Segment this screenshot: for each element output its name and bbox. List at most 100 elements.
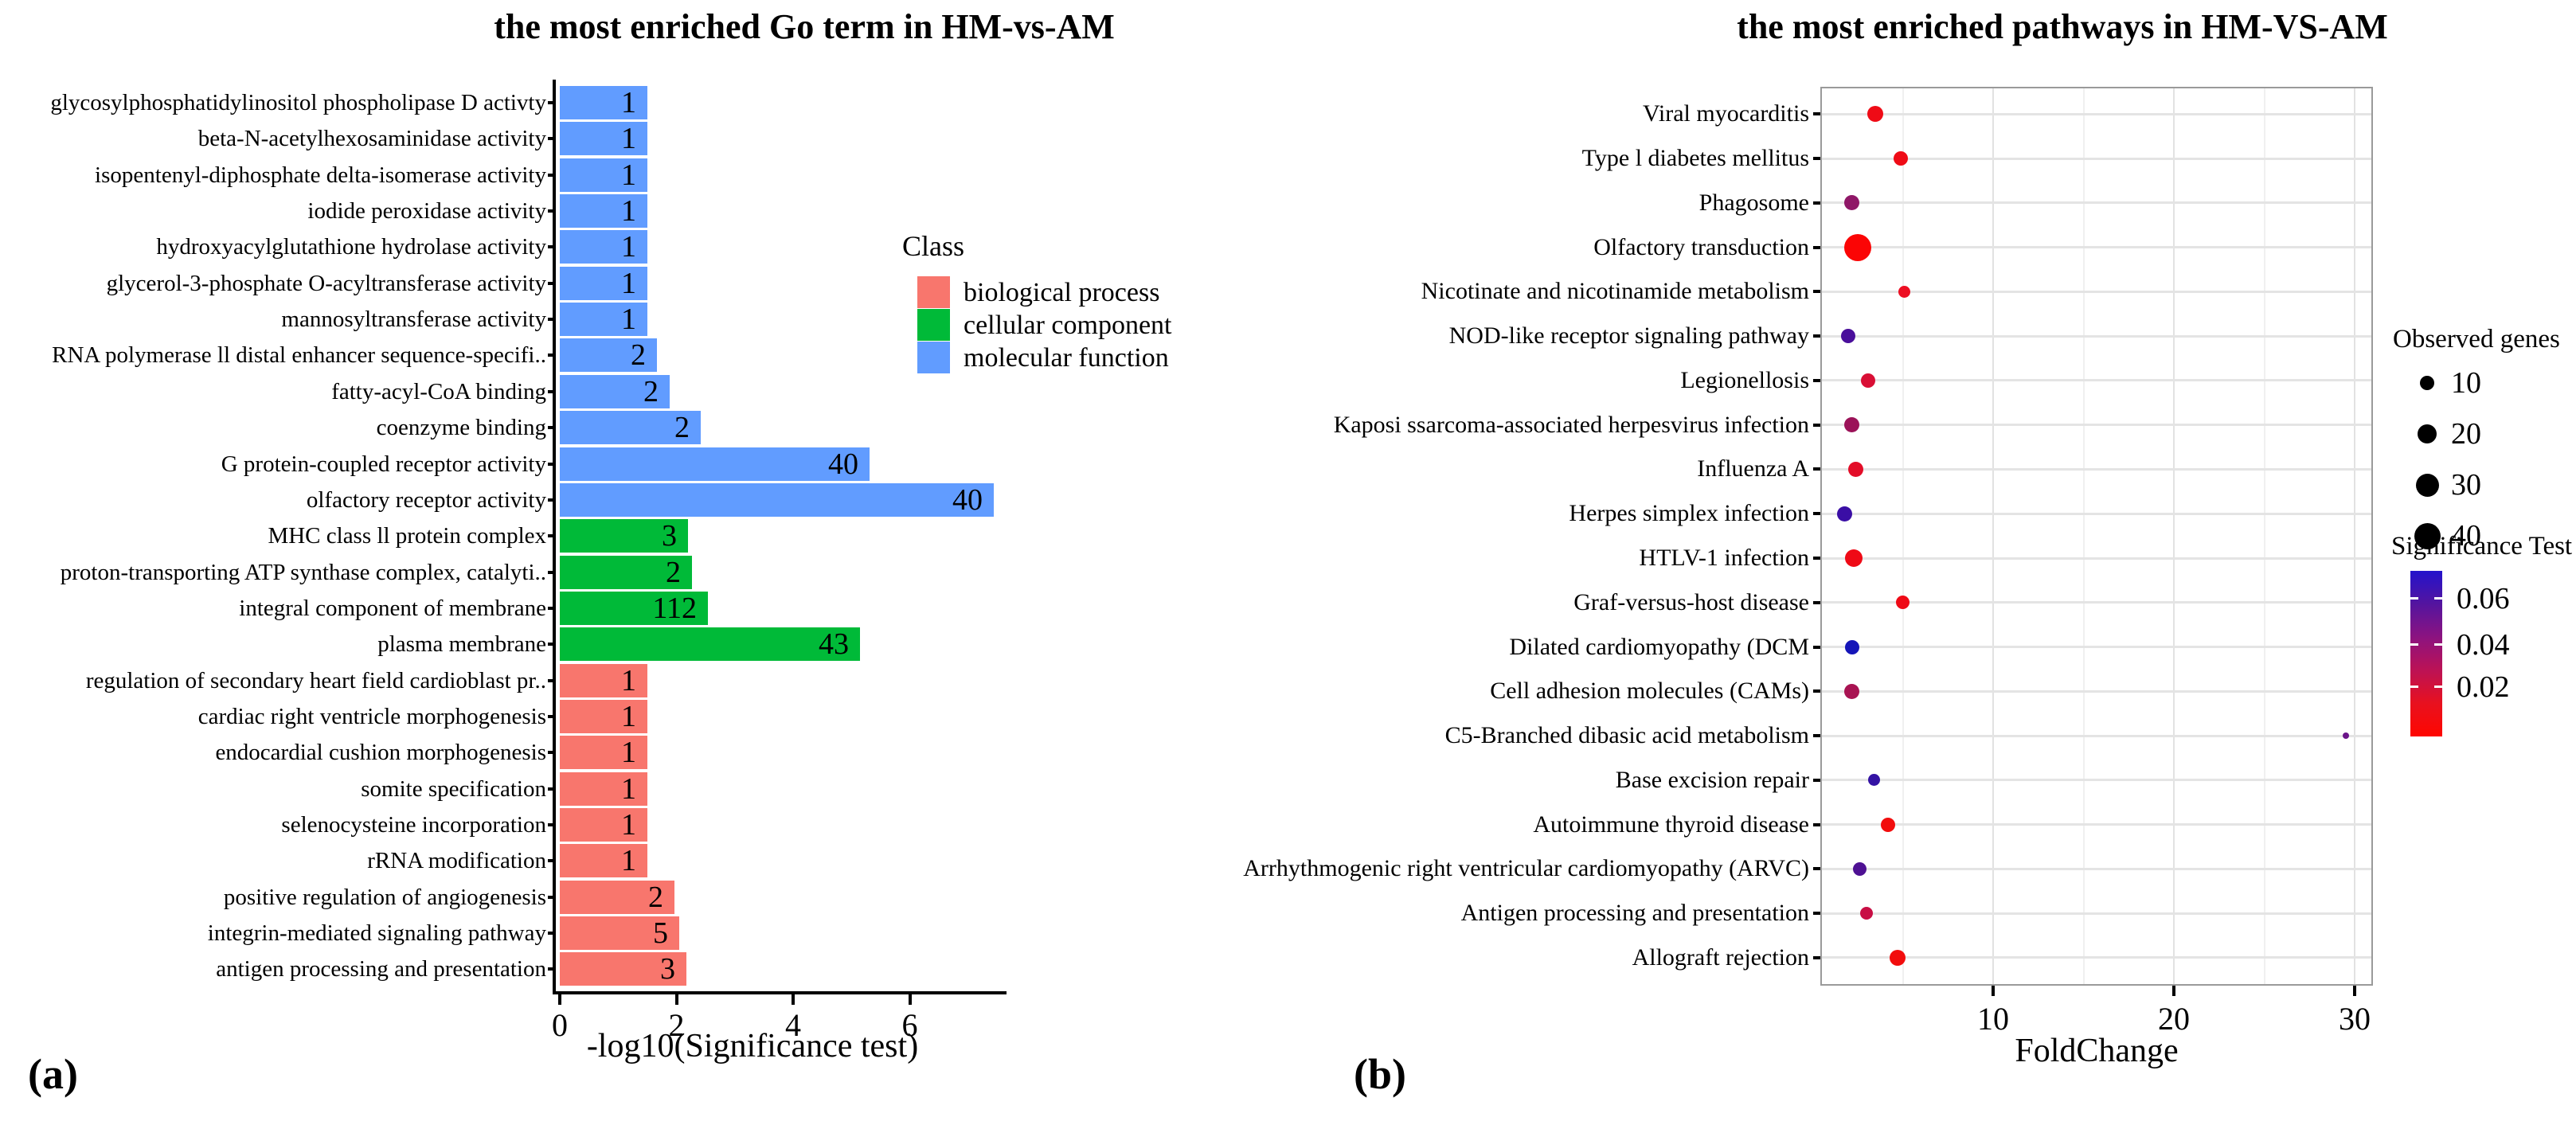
pathway-dot [1894, 151, 1908, 166]
y-tick [548, 932, 555, 936]
row-gridline [1822, 512, 2371, 515]
x-tick [792, 994, 795, 1005]
bar [560, 916, 679, 951]
y-tick [1813, 867, 1820, 871]
size-legend-dot [2418, 424, 2437, 443]
y-tick [548, 823, 555, 826]
y-tick [548, 389, 555, 393]
go-term-label: cardiac right ventricle morphogenesis [197, 703, 546, 729]
row-gridline [1822, 290, 2371, 293]
bar [560, 699, 647, 733]
row-gridline [1822, 646, 2371, 649]
bar [560, 374, 670, 408]
colorbar-tick-label: 0.06 [2457, 581, 2510, 615]
go-term-label: coenzyme binding [376, 415, 546, 441]
legend-item-label: cellular component [964, 311, 1172, 340]
pathway-dot [1881, 818, 1895, 832]
pathway-dot [1868, 774, 1880, 786]
bar-count-label: 1 [621, 303, 636, 337]
pathway-label: Graf-versus-host disease [1573, 588, 1809, 615]
x-tick-label: 20 [2158, 1001, 2190, 1037]
pathway-dot [1860, 907, 1873, 920]
bar-count-label: 1 [621, 808, 636, 842]
row-gridline [1822, 334, 2371, 338]
go-term-label: antigen processing and presentation [216, 956, 546, 982]
bar [560, 736, 647, 770]
go-term-label: proton-transporting ATP synthase complex… [60, 559, 546, 585]
pathway-dot [1853, 862, 1867, 876]
y-tick [1813, 955, 1820, 959]
pathway-dot [1898, 286, 1910, 298]
bar-count-label: 40 [952, 482, 983, 517]
colorbar-tick-label: 0.02 [2457, 670, 2510, 705]
bar [560, 844, 647, 878]
y-tick [1813, 290, 1820, 294]
pathway-dot [2343, 732, 2349, 739]
y-tick [548, 101, 555, 104]
legend-swatch [917, 309, 950, 341]
major-gridline [1992, 88, 1994, 984]
bar [560, 158, 647, 192]
row-gridline [1822, 467, 2371, 471]
y-tick [548, 751, 555, 755]
x-tick-label: 4 [785, 1007, 801, 1043]
pathway-dot [1896, 596, 1910, 609]
x-tick [2172, 986, 2175, 996]
chart-b-title: the most enriched pathways in HM-VS-AM [1737, 7, 2388, 46]
y-tick [548, 354, 555, 357]
y-tick [1813, 822, 1820, 826]
y-tick [1813, 467, 1820, 471]
x-tick-label: 10 [1977, 1001, 2009, 1037]
pathway-label: C5-Branched dibasic acid metabolism [1444, 722, 1809, 749]
y-tick [1813, 112, 1820, 116]
bar-count-label: 1 [621, 844, 636, 878]
bar [560, 482, 994, 517]
bar-count-label: 1 [621, 194, 636, 229]
colorbar-tick [2434, 643, 2442, 646]
bar-count-label: 3 [660, 952, 675, 986]
bar [560, 230, 647, 264]
bar-count-label: 2 [631, 338, 646, 373]
x-tick-label: 2 [668, 1007, 685, 1043]
y-tick [548, 498, 555, 502]
row-gridline [1822, 867, 2371, 870]
y-tick [1813, 378, 1820, 382]
pathway-label: Influenza A [1697, 455, 1809, 482]
go-term-label: iodide peroxidase activity [307, 198, 546, 225]
minor-gridline [1902, 88, 1904, 984]
bar [560, 447, 870, 481]
legend-item-label: molecular function [964, 343, 1169, 373]
x-tick [2353, 986, 2356, 996]
row-gridline [1822, 379, 2371, 382]
bar-count-label: 1 [621, 736, 636, 770]
y-tick [1813, 912, 1820, 916]
go-term-label: MHC class ll protein complex [268, 523, 546, 549]
row-gridline [1822, 779, 2371, 782]
y-tick [1813, 645, 1820, 649]
go-term-label: positive regulation of angiogenesis [223, 884, 546, 910]
legend-swatch [917, 342, 950, 373]
y-tick [1813, 557, 1820, 560]
size-legend-dot [2414, 522, 2441, 549]
bar-count-label: 43 [819, 627, 849, 662]
bar-count-label: 2 [643, 374, 659, 408]
y-tick [548, 245, 555, 249]
y-tick [548, 173, 555, 177]
size-legend-label: 20 [2451, 417, 2481, 451]
row-gridline [1822, 557, 2371, 560]
pathway-dot [1848, 462, 1863, 477]
row-gridline [1822, 689, 2371, 693]
go-term-label: selenocysteine incorporation [281, 812, 546, 838]
significance-colorbar [2410, 571, 2442, 736]
panel-a-label: (a) [28, 1050, 78, 1098]
bar-count-label: 2 [674, 411, 690, 445]
bar-count-label: 3 [662, 519, 677, 553]
pathway-dot [1844, 234, 1871, 261]
row-gridline [1822, 734, 2371, 737]
bar [560, 194, 647, 229]
y-tick [1813, 157, 1820, 161]
pathway-label: Dilated cardiomyopathy (DCM [1509, 633, 1809, 660]
pathway-dot [1890, 950, 1906, 966]
significance-legend-title: Significance Test [2391, 532, 2573, 561]
bar [560, 808, 647, 842]
